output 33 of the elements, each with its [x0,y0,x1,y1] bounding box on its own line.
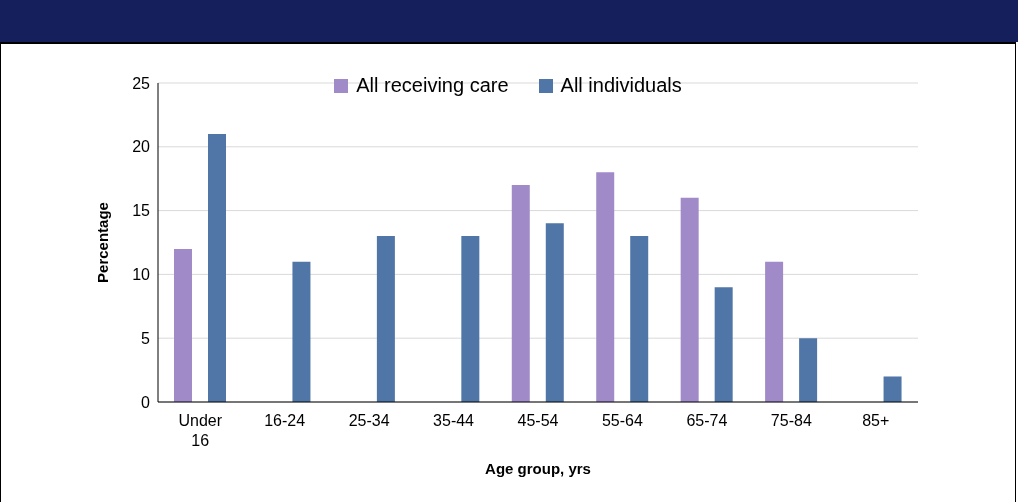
x-tick-label: 65-74 [686,412,728,429]
legend-label: All receiving care [355,74,509,97]
y-tick-label: 20 [132,138,151,156]
bar [511,185,530,402]
x-tick-label: 85+ [862,412,890,429]
bar [596,172,615,402]
bar [883,376,902,402]
x-tick-label: 16-24 [264,412,306,429]
y-tick-label: 25 [132,74,151,92]
bar [174,248,192,402]
bar [208,134,226,402]
bar [545,223,564,402]
legend-label: All individuals [559,74,682,97]
bar [376,236,395,402]
x-tick-label: 35-44 [433,412,475,429]
bar [292,261,311,402]
bar [799,338,818,402]
bar [461,236,480,402]
x-tick-label: Under 16 [178,412,223,449]
x-tick-label: 25-34 [348,412,390,429]
y-tick-label: 15 [132,202,151,220]
x-axis-title: Age group, yrs [485,460,591,477]
y-axis-title: Percentage [94,202,112,283]
x-tick-label: 75-84 [770,412,812,429]
y-tick-label: 10 [132,266,151,284]
y-tick-label: 5 [141,329,151,347]
bar [630,236,649,402]
bar [714,287,733,402]
bar [680,197,699,402]
bar [765,261,784,402]
x-tick-label: 45-54 [517,412,559,429]
x-tick-label: 55-64 [601,412,644,429]
y-tick-label: 0 [141,393,151,411]
